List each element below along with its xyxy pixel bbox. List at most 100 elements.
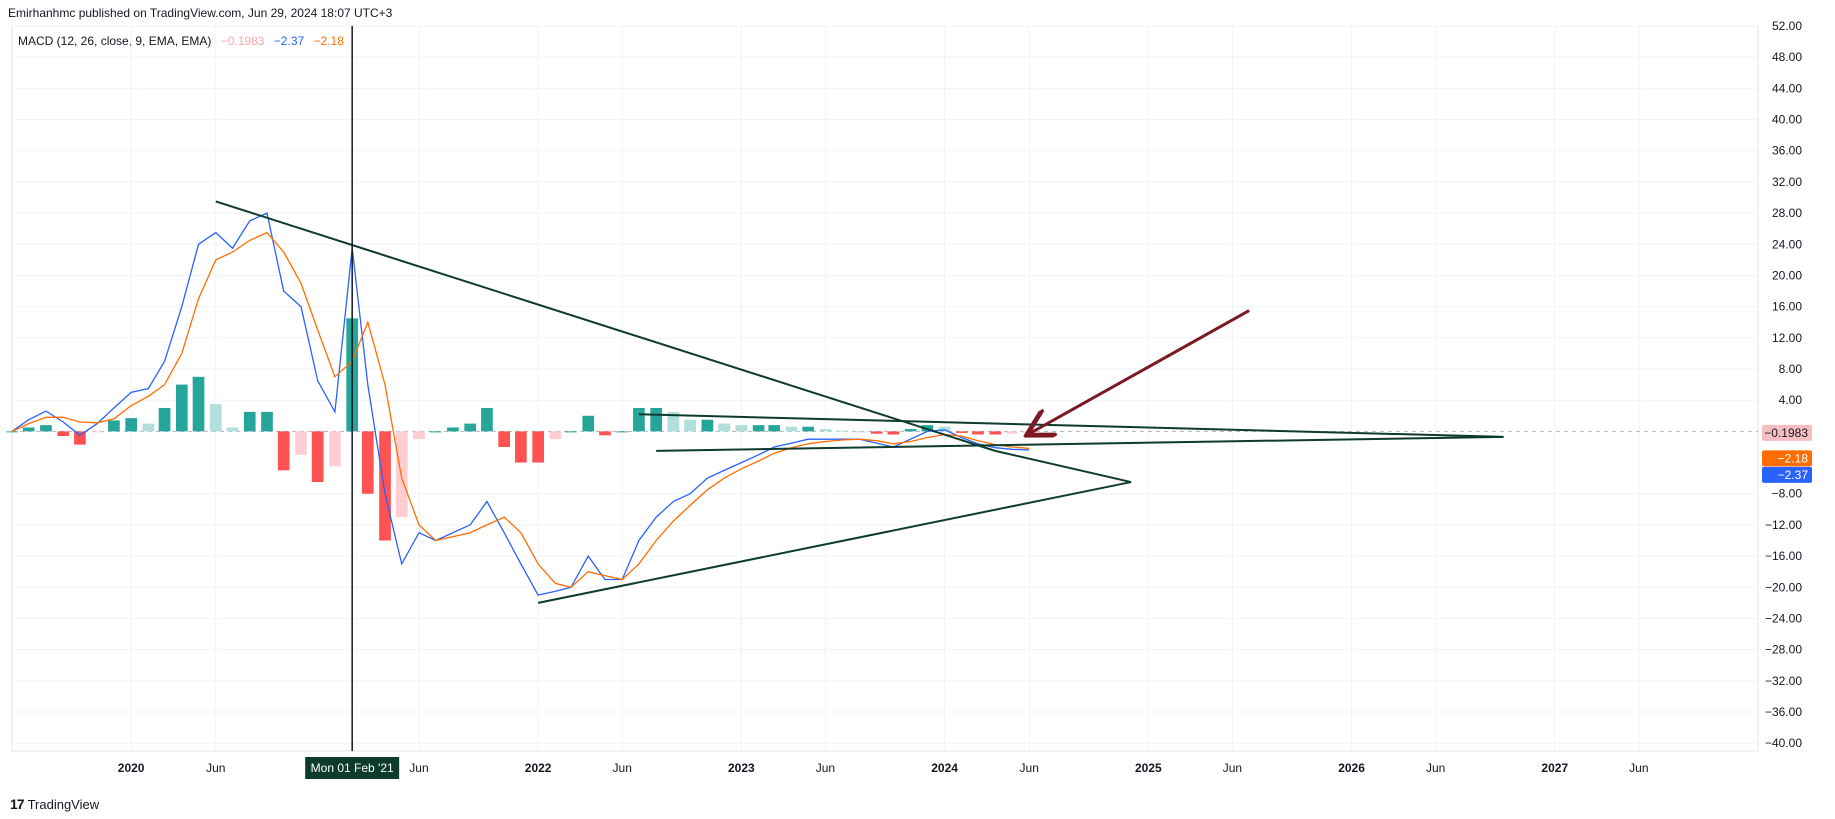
arrow-drawing[interactable] bbox=[1029, 309, 1250, 434]
histogram-bar bbox=[938, 426, 951, 432]
histogram-bar bbox=[565, 431, 577, 433]
price-tick-label: 36.00 bbox=[1772, 144, 1802, 158]
price-tick-label: 12.00 bbox=[1772, 331, 1802, 345]
price-tick-label: −32.00 bbox=[1765, 674, 1802, 688]
time-tick-label: Jun bbox=[613, 761, 632, 775]
histogram-bar bbox=[22, 427, 35, 432]
time-tick-label: 2027 bbox=[1541, 761, 1568, 775]
macd-value: −2.37 bbox=[273, 34, 305, 48]
histogram-bar bbox=[74, 431, 86, 445]
histogram-bar bbox=[429, 431, 442, 433]
price-axis[interactable]: 52.00 48.00 44.00 40.00 36.00 32.00 28.00 24.00… bbox=[1762, 19, 1812, 750]
time-tick-label: 2022 bbox=[525, 761, 552, 775]
publisher-caption: Emirhanhmc published on TradingView.com,… bbox=[8, 6, 393, 20]
histogram-bar bbox=[1006, 431, 1018, 434]
price-tick-label: 32.00 bbox=[1772, 175, 1802, 189]
histogram-bar bbox=[650, 407, 663, 432]
histogram-value: −0.1983 bbox=[220, 34, 265, 48]
indicator-legend[interactable]: MACD (12, 26, close, 9, EMA, EMA) −0.198… bbox=[18, 34, 344, 48]
crosshair-date-box bbox=[305, 757, 400, 779]
price-tag bbox=[1762, 450, 1812, 467]
histogram-bar bbox=[904, 429, 917, 432]
histogram-bar bbox=[379, 431, 391, 541]
histogram-bar bbox=[549, 431, 562, 440]
histogram-bar bbox=[108, 420, 120, 432]
histogram-bar bbox=[582, 415, 595, 432]
price-tag bbox=[1762, 424, 1812, 441]
footer-brand[interactable]: 17 TradingView bbox=[10, 796, 99, 812]
trend-drawings[interactable] bbox=[215, 200, 1504, 604]
price-tick-label: −36.00 bbox=[1765, 705, 1802, 719]
histogram-bar bbox=[91, 431, 104, 433]
histogram-bar bbox=[684, 419, 696, 432]
time-tick-label: 2023 bbox=[728, 761, 755, 775]
histogram-bar bbox=[870, 431, 883, 434]
histogram-bar bbox=[616, 431, 629, 433]
price-tick-label: 48.00 bbox=[1772, 50, 1802, 64]
trendline-drawing[interactable] bbox=[638, 413, 1504, 438]
histogram-bar bbox=[972, 431, 984, 435]
time-tick-label: 2025 bbox=[1135, 761, 1162, 775]
brand-name: TradingView bbox=[27, 796, 100, 812]
histogram-bar bbox=[277, 431, 290, 471]
time-tick-label: 2024 bbox=[931, 761, 958, 775]
histogram-bar bbox=[464, 423, 477, 432]
trendline-drawing[interactable] bbox=[995, 449, 1132, 484]
histogram-bar bbox=[413, 431, 425, 440]
price-tag bbox=[1762, 466, 1812, 483]
histogram-bar bbox=[6, 431, 18, 433]
price-tick-label: 16.00 bbox=[1772, 300, 1802, 314]
histogram-bar bbox=[752, 425, 765, 432]
indicator-lines bbox=[11, 212, 1030, 596]
histogram-bar bbox=[447, 427, 459, 432]
histogram-bar bbox=[498, 431, 511, 447]
price-tick-label: 52.00 bbox=[1772, 19, 1802, 33]
price-tick-label: 44.00 bbox=[1772, 81, 1802, 95]
signal-value: −2.18 bbox=[313, 34, 344, 48]
price-tick-label: −28.00 bbox=[1765, 643, 1802, 657]
trendline-drawing[interactable] bbox=[656, 435, 1504, 452]
price-tag-label: −2.18 bbox=[1778, 451, 1809, 465]
price-tick-label: 28.00 bbox=[1772, 206, 1802, 220]
histogram-bar bbox=[158, 407, 171, 432]
trendline-drawing[interactable] bbox=[215, 200, 996, 452]
signal-line bbox=[11, 231, 1030, 589]
price-tick-label: −12.00 bbox=[1765, 518, 1802, 532]
price-tick-label: −20.00 bbox=[1765, 580, 1802, 594]
histogram-bar bbox=[633, 407, 645, 432]
price-tag-label: −2.37 bbox=[1778, 468, 1809, 482]
histogram-bar bbox=[802, 426, 815, 432]
histogram-bar bbox=[853, 431, 866, 433]
histogram-bar bbox=[192, 376, 205, 432]
histogram-bar bbox=[718, 423, 730, 432]
time-tick-label: Jun bbox=[816, 761, 835, 775]
crosshair-date-label: Mon 01 Feb '21 bbox=[311, 761, 394, 775]
price-tick-label: 4.00 bbox=[1779, 393, 1803, 407]
price-tick-label: 24.00 bbox=[1772, 237, 1802, 251]
histogram-bar bbox=[785, 426, 798, 432]
histogram-bar bbox=[735, 425, 748, 432]
indicator-name: MACD (12, 26, close, 9, EMA, EMA) bbox=[18, 34, 212, 48]
histogram-bar bbox=[57, 431, 70, 437]
histogram-bar bbox=[243, 411, 256, 432]
trendline-drawing[interactable] bbox=[537, 481, 1132, 604]
time-tick-label: Jun bbox=[1223, 761, 1242, 775]
histogram-bar bbox=[532, 431, 544, 463]
histogram-bar bbox=[599, 431, 611, 436]
time-tick-label: 2020 bbox=[118, 761, 145, 775]
histogram-bar bbox=[701, 419, 714, 432]
histogram-bar bbox=[311, 431, 324, 483]
histogram-bar bbox=[329, 431, 341, 467]
time-axis[interactable]: 2020 Jun Jun 2022 Jun 2023 Jun 2024 Jun 2025 Jun 20… bbox=[118, 761, 1649, 775]
plot-frame bbox=[11, 25, 1759, 752]
macd-line bbox=[11, 212, 1030, 596]
time-tick-label: Jun bbox=[206, 761, 225, 775]
histogram-bar bbox=[125, 418, 137, 432]
histogram-bar bbox=[209, 404, 222, 432]
histogram-bars bbox=[6, 318, 1036, 541]
tradingview-logo-icon: 17 bbox=[10, 796, 25, 812]
histogram-bar bbox=[261, 411, 273, 432]
histogram-bar bbox=[955, 431, 968, 433]
histogram-bar bbox=[295, 431, 307, 455]
